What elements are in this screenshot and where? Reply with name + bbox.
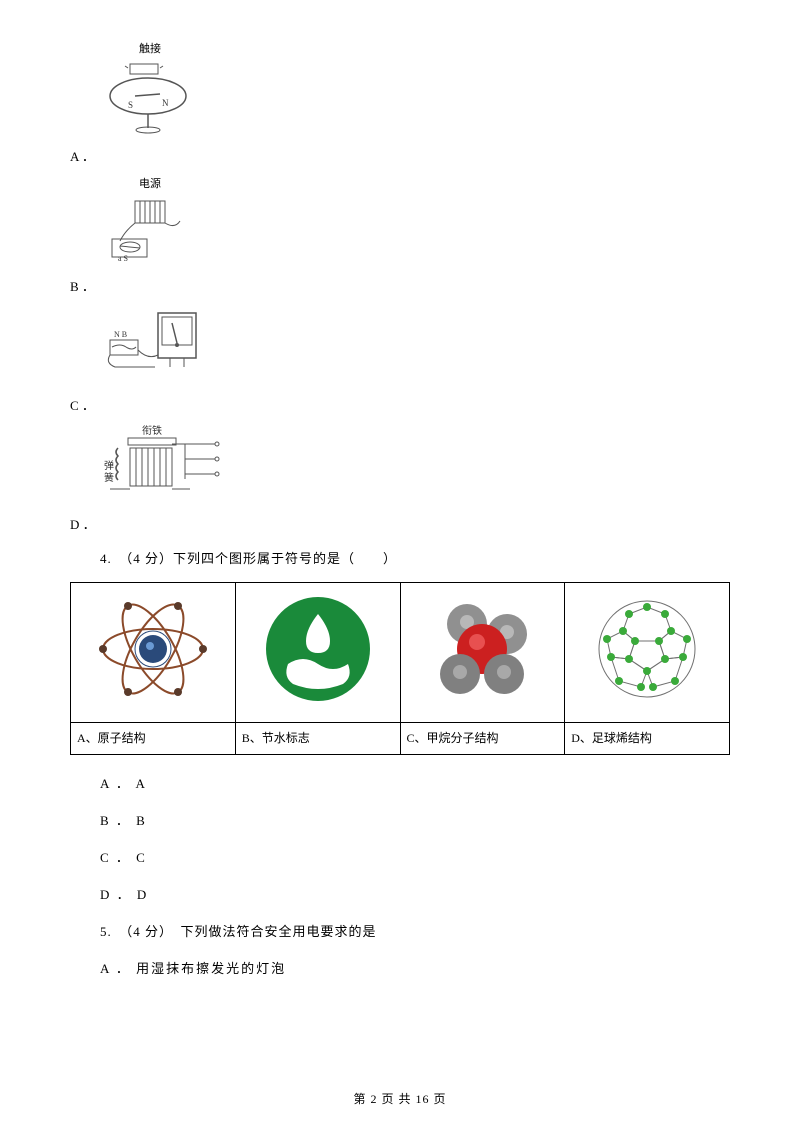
- q4-answer-a: A ． A: [100, 773, 730, 792]
- option-a-letter: A ．: [70, 146, 730, 165]
- diagram-b-caption: 电源: [100, 175, 200, 191]
- q4-cell-b-image: [235, 583, 400, 723]
- option-b-row: 电源 a S: [70, 175, 730, 266]
- diagram-c: N B: [100, 305, 210, 385]
- option-c-letter: C ．: [70, 395, 730, 414]
- fullerene-icon: [587, 589, 707, 709]
- svg-text:N: N: [162, 98, 169, 108]
- methane-icon: [422, 589, 542, 709]
- q4-answer-d: D ． D: [100, 884, 730, 903]
- svg-text:S: S: [128, 100, 133, 110]
- page-footer: 第 2 页 共 16 页: [0, 1090, 800, 1107]
- q4-answer-b: B ． B: [100, 810, 730, 829]
- svg-text:簧: 簧: [104, 471, 114, 484]
- q4-image-table: A、原子结构 B、节水标志 C、甲烷分子结构 D、足球烯结构: [70, 582, 730, 755]
- diagram-a-caption: 触接: [100, 40, 200, 56]
- q4-cell-c-label: C、甲烷分子结构: [400, 723, 565, 755]
- q4-cell-b-label: B、节水标志: [235, 723, 400, 755]
- diagram-b: a S: [100, 191, 200, 266]
- option-c-row: N B: [70, 305, 730, 385]
- q5-answer-a: A ． 用湿抹布擦发光的灯泡: [100, 958, 730, 977]
- q4-cell-d-image: [565, 583, 730, 723]
- svg-text:弹: 弹: [104, 459, 114, 472]
- q4-answer-c: C ． C: [100, 847, 730, 866]
- svg-text:衔铁: 衔铁: [142, 424, 162, 437]
- option-a-row: 触接 S N: [70, 40, 730, 136]
- question-4-text: 4. （4 分）下列四个图形属于符号的是（ ）: [100, 548, 730, 567]
- svg-text:N B: N B: [114, 330, 127, 339]
- question-5-text: 5. （4 分） 下列做法符合安全用电要求的是: [100, 921, 730, 940]
- option-d-row: 衔铁 弹 簧: [70, 424, 730, 504]
- svg-text:a S: a S: [118, 254, 128, 263]
- q4-cell-c-image: [400, 583, 565, 723]
- water-save-icon: [258, 589, 378, 709]
- option-b-letter: B ．: [70, 276, 730, 295]
- atom-icon: [93, 589, 213, 709]
- diagram-d: 衔铁 弹 簧: [100, 424, 230, 504]
- q4-cell-a-image: [71, 583, 236, 723]
- q4-cell-a-label: A、原子结构: [71, 723, 236, 755]
- diagram-a: S N: [100, 56, 200, 136]
- option-d-letter: D ．: [70, 514, 730, 533]
- q4-cell-d-label: D、足球烯结构: [565, 723, 730, 755]
